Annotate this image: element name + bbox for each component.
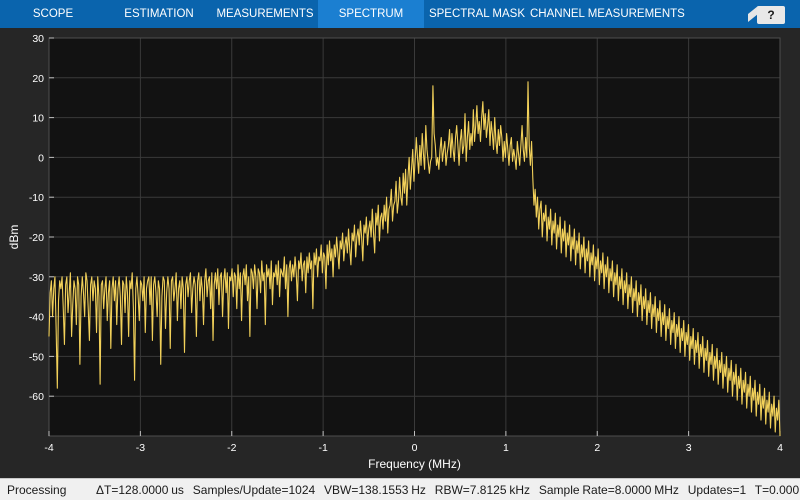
y-tick-label: -30 [29, 272, 44, 284]
spectrum-chart: -4 -3 -2 -1 0 1 2 3 43020100-10-20-30-40-50-60Fr… [7, 33, 783, 471]
tab-channel-measurements[interactable]: CHANNEL MEASUREMENTS [530, 8, 685, 20]
status-sample-rate: Sample Rate=8.0000 MHz [538, 483, 679, 497]
status-samples-per-update: Samples/Update=1024 [192, 483, 316, 497]
y-tick-label: 0 [38, 152, 44, 164]
tab-scope[interactable]: SCOPE [32, 8, 74, 20]
status-vbw: VBW=138.1553 Hz [324, 483, 426, 497]
y-tick-label: -20 [29, 232, 44, 244]
x-axis-label: Frequency (MHz) [368, 457, 461, 471]
tab-spectral-mask[interactable]: SPECTRAL MASK [428, 8, 526, 20]
x-tick-label: 2 [594, 442, 600, 454]
x-tick-label: 3 [686, 442, 692, 454]
status-readouts: ΔT=128.0000 us Samples/Update=1024 VBW=1… [96, 483, 800, 497]
y-tick-label: -50 [29, 351, 44, 363]
status-bar: Processing ΔT=128.0000 us Samples/Update… [0, 478, 800, 500]
y-tick-label: -60 [29, 391, 44, 403]
tab-measurements[interactable]: MEASUREMENTS [216, 8, 314, 20]
tab-spectrum[interactable]: SPECTRUM [318, 0, 424, 28]
y-tick-label: -40 [29, 312, 44, 324]
help-button[interactable]: ? [757, 6, 785, 24]
y-tick-label: 10 [32, 113, 44, 125]
toolstrip: SCOPE ESTIMATION MEASUREMENTS SPECTRUM S… [0, 0, 800, 28]
status-state: Processing [7, 483, 67, 497]
x-tick-label: 4 [777, 442, 783, 454]
spectrum-plot: -4 -3 -2 -1 0 1 2 3 4 30 20 10 0 -10 -20 -30 -40 -50 -60 Fr… [0, 28, 800, 478]
y-axis-label: dBm [7, 225, 21, 250]
x-tick-label: -3 [136, 442, 145, 454]
status-rbw: RBW=7.8125 kHz [434, 483, 530, 497]
y-tick-label: 20 [32, 73, 44, 85]
x-tick-label: 1 [503, 442, 509, 454]
y-tick-label: 30 [32, 33, 44, 45]
status-updates: Updates=1 [687, 483, 747, 497]
status-time: T=0.0001 [754, 483, 800, 497]
x-tick-label: -2 [227, 442, 236, 454]
x-tick-label: -1 [318, 442, 327, 454]
spectrum-trace-0 [48, 81, 781, 437]
y-tick-label: -10 [29, 192, 44, 204]
status-delta-t: ΔT=128.0000 us [96, 483, 184, 497]
tab-estimation[interactable]: ESTIMATION [124, 8, 194, 20]
x-tick-label: 0 [412, 442, 418, 454]
x-tick-label: -4 [44, 442, 53, 454]
